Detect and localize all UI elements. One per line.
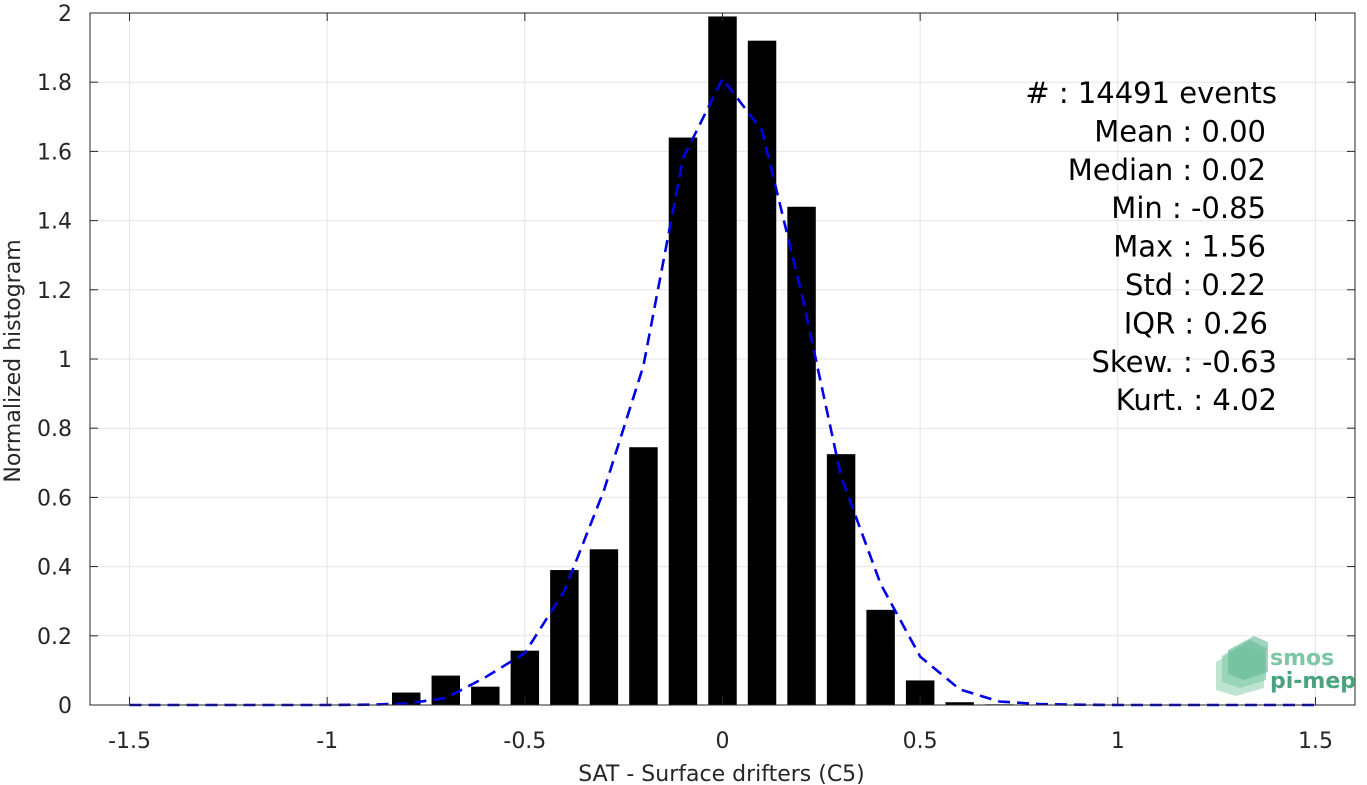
x-tick-label: -1.5 (108, 729, 151, 754)
stats-line: # : 14491 events (1025, 76, 1277, 110)
x-tick-label: 0 (716, 729, 730, 754)
smos-pi-mep-logo: smos pi-mep (1216, 636, 1356, 696)
logo-mark-icon (1216, 636, 1268, 696)
y-tick-label: 0.8 (37, 417, 72, 442)
x-tick-label: -1 (316, 729, 338, 754)
histogram-bar (826, 454, 856, 705)
stats-line: Std : 0.22 (1125, 268, 1266, 302)
x-tick-label: 1.5 (1298, 729, 1333, 754)
histogram-bar (787, 206, 816, 705)
y-tick-label: 0 (58, 694, 72, 719)
histogram-bar (471, 686, 500, 705)
x-tick-label: -0.5 (503, 729, 546, 754)
y-tick-label: 1.8 (37, 71, 72, 96)
stats-line: Skew. : -0.63 (1091, 345, 1277, 379)
y-tick-label: 1.4 (37, 210, 72, 235)
logo-text-smos: smos (1270, 646, 1334, 671)
histogram-bar (866, 609, 895, 705)
stats-line: Min : -0.85 (1111, 191, 1266, 225)
axis-ticks (90, 12, 1355, 706)
stats-line: Median : 0.02 (1068, 153, 1266, 187)
stats-line: Max : 1.56 (1113, 230, 1266, 264)
histogram-bar (510, 650, 540, 705)
histogram-bar (708, 16, 737, 705)
y-tick-labels: 0 0.2 0.4 0.6 0.8 1 1.2 1.4 1.6 1.8 2 (37, 2, 72, 719)
stats-line: Mean : 0.00 (1094, 114, 1266, 148)
x-axis-label: SAT - Surface drifters (C5) (578, 762, 865, 785)
y-tick-label: 0.6 (37, 486, 72, 511)
stats-annotation: # : 14491 events Mean : 0.00 Median : 0.02… (1025, 76, 1277, 417)
stats-line: IQR : 0.26 (1124, 306, 1268, 340)
y-tick-label: 1.6 (37, 140, 72, 165)
histogram-bar (747, 40, 777, 706)
y-tick-label: 1 (58, 348, 72, 373)
x-tick-label: 1 (1111, 729, 1125, 754)
stats-line: Kurt. : 4.02 (1116, 383, 1277, 417)
x-tick-label: 0.5 (903, 729, 938, 754)
histogram-bar (392, 692, 421, 705)
logo-text-pi-mep: pi-mep (1270, 669, 1356, 694)
y-axis-label: Normalized histogram (1, 239, 26, 482)
y-tick-label: 2 (58, 2, 72, 27)
histogram-bar (945, 702, 974, 705)
y-tick-label: 1.2 (37, 279, 72, 304)
histogram-bar (629, 447, 658, 705)
y-tick-label: 0.4 (37, 556, 72, 581)
histogram-bar (668, 137, 698, 705)
x-tick-labels: -1.5 -1 -0.5 0 0.5 1 1.5 (108, 729, 1333, 754)
histogram-bar (589, 549, 619, 705)
y-tick-label: 0.2 (37, 625, 72, 650)
